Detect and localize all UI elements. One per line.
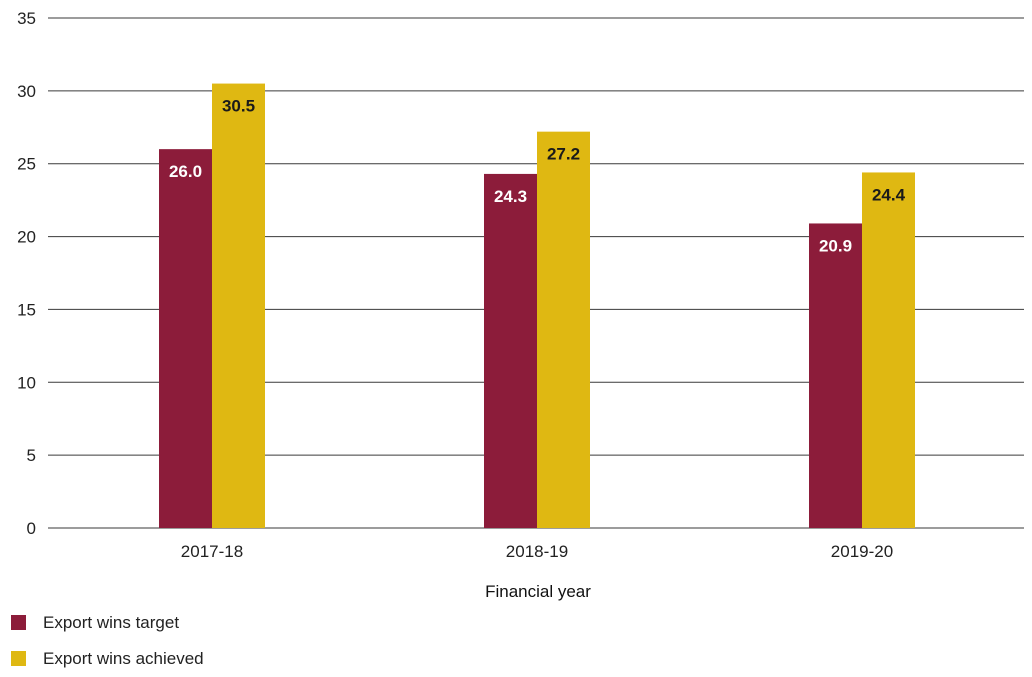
y-tick-label: 35 — [17, 9, 36, 28]
bar — [809, 223, 862, 528]
x-tick-label: 2019-20 — [831, 542, 893, 561]
x-tick-label: 2017-18 — [181, 542, 243, 561]
y-tick-label: 10 — [17, 373, 36, 392]
data-label: 24.4 — [872, 185, 906, 204]
data-label: 20.9 — [819, 236, 852, 255]
y-axis-ticks: 0 5 10 15 20 25 30 35 — [17, 9, 36, 538]
y-tick-label: 5 — [27, 446, 36, 465]
y-tick-label: 0 — [27, 519, 36, 538]
bar — [862, 172, 915, 528]
y-tick-label: 25 — [17, 155, 36, 174]
data-label: 27.2 — [547, 145, 580, 164]
bar — [484, 173, 537, 528]
y-tick-label: 15 — [17, 300, 36, 319]
x-tick-label: 2018-19 — [506, 542, 568, 561]
bars — [159, 83, 915, 529]
bar — [212, 83, 265, 529]
y-tick-label: 30 — [17, 82, 36, 101]
legend: Export wins target Export wins achieved — [11, 613, 204, 668]
x-axis-ticks: 2017-18 2018-19 2019-20 — [181, 542, 893, 561]
data-labels: 26.0 30.5 24.3 27.2 20.9 24.4 — [169, 97, 906, 256]
bar — [159, 149, 212, 528]
bar — [537, 131, 590, 528]
x-axis-title: Financial year — [485, 582, 591, 601]
data-label: 30.5 — [222, 97, 255, 116]
legend-label: Export wins achieved — [43, 649, 204, 668]
data-label: 24.3 — [494, 187, 527, 206]
legend-label: Export wins target — [43, 613, 179, 632]
legend-swatch — [11, 615, 26, 630]
y-tick-label: 20 — [17, 228, 36, 247]
legend-swatch — [11, 651, 26, 666]
data-label: 26.0 — [169, 162, 202, 181]
